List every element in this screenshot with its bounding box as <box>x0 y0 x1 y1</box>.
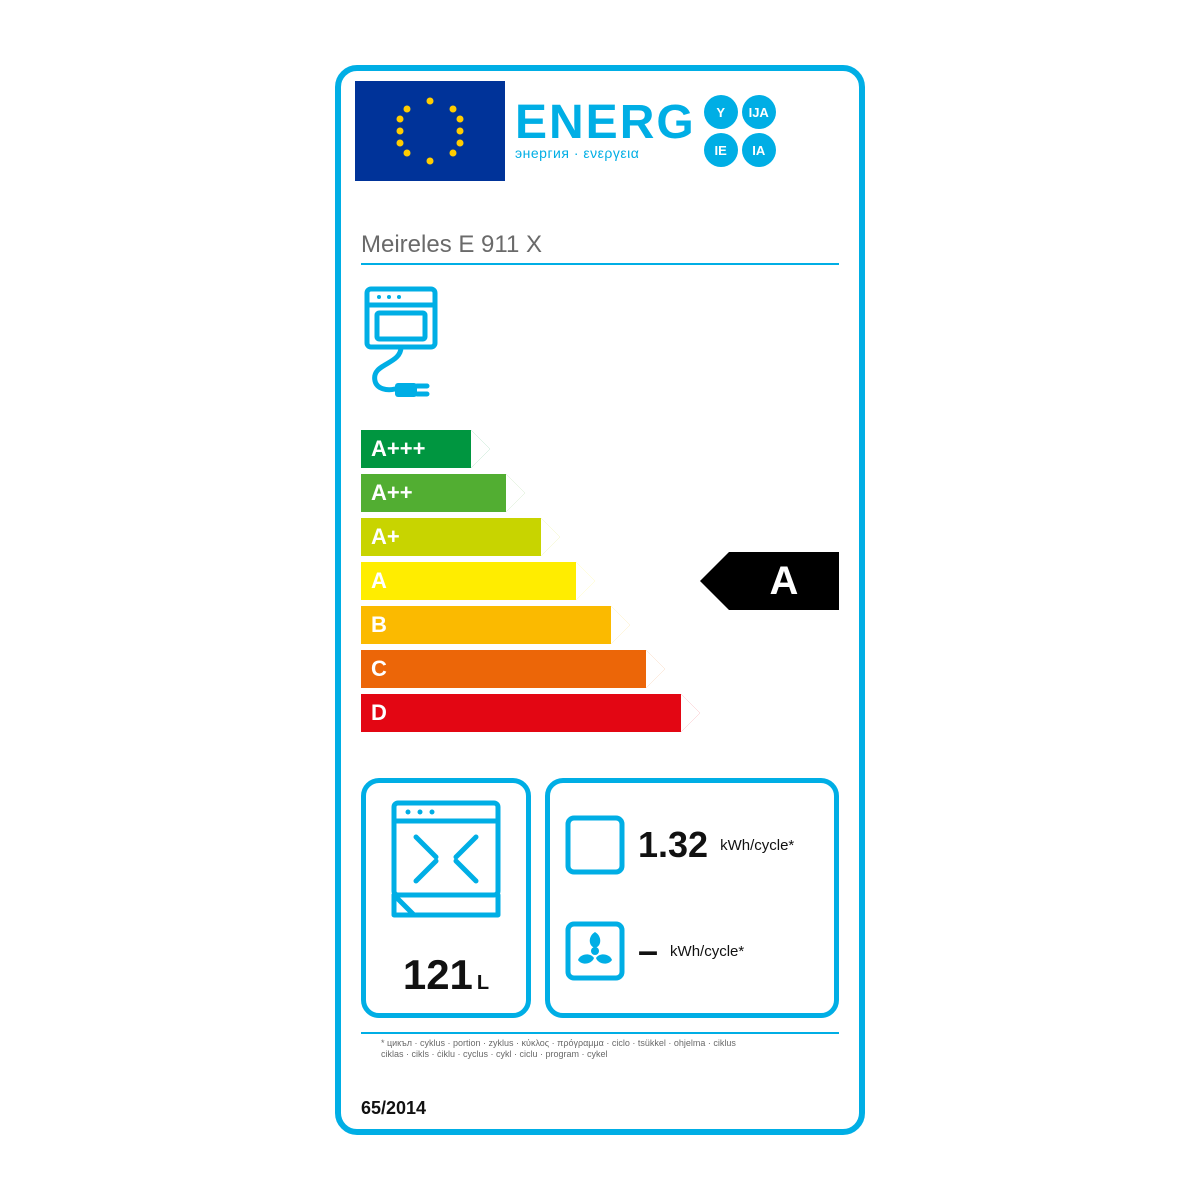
lang-badge: IJA <box>742 95 776 129</box>
volume-value: 121 <box>403 951 473 999</box>
rating-bar: A+ <box>361 518 541 556</box>
rating-bar: D <box>361 694 681 732</box>
footnote: * цикъл · cyklus · portion · zyklus · κύ… <box>361 1032 839 1060</box>
rating-scale: A A+++A++A+ABCD <box>341 420 859 760</box>
rating-bar-label: A+ <box>361 518 541 556</box>
product-name: Meireles E 911 X <box>361 231 839 265</box>
energ-title: ENERG <box>515 101 696 144</box>
lang-badge: Y <box>704 95 738 129</box>
fan-value: – <box>638 930 658 972</box>
fan-unit: kWh/cycle* <box>670 943 744 960</box>
rating-bar-label: C <box>361 650 646 688</box>
volume-panel: 121 L <box>361 778 531 1018</box>
rating-bar-label: A++ <box>361 474 506 512</box>
conventional-heat-icon <box>564 814 626 876</box>
conventional-row: 1.32 kWh/cycle* <box>564 814 820 876</box>
rating-bar: A <box>361 562 576 600</box>
header: ENERG энергия · ενεργεια Y IJA IE IA <box>341 71 859 181</box>
rating-letter: A <box>729 552 839 610</box>
lang-badges: Y IJA IE IA <box>704 95 776 167</box>
fan-heat-icon <box>564 920 626 982</box>
rating-bar: B <box>361 606 611 644</box>
volume-unit: L <box>477 972 489 995</box>
eu-flag-icon <box>355 81 505 181</box>
conventional-unit: kWh/cycle* <box>720 837 794 854</box>
bottom-panels: 121 L 1.32 kWh/cycle* <box>341 760 859 1024</box>
energy-label: ENERG энергия · ενεργεια Y IJA IE IA Mei… <box>335 65 865 1135</box>
rating-indicator: A <box>700 552 839 610</box>
oven-plug-icon <box>341 269 859 420</box>
rating-bar-label: A+++ <box>361 430 471 468</box>
lang-badge: IA <box>742 133 776 167</box>
rating-bar-label: A <box>361 562 576 600</box>
lang-badge: IE <box>704 133 738 167</box>
fan-row: – kWh/cycle* <box>564 920 820 982</box>
regulation-number: 65/2014 <box>361 1098 426 1119</box>
oven-capacity-icon <box>386 797 506 927</box>
rating-bar: C <box>361 650 646 688</box>
energ-title-block: ENERG энергия · ενεργεια Y IJA IE IA <box>515 81 845 181</box>
consumption-panel: 1.32 kWh/cycle* – kWh/cycle* <box>545 778 839 1018</box>
rating-bar-label: D <box>361 694 681 732</box>
rating-bar-label: B <box>361 606 611 644</box>
rating-bar: A+++ <box>361 430 471 468</box>
rating-bar: A++ <box>361 474 506 512</box>
conventional-value: 1.32 <box>638 824 708 866</box>
